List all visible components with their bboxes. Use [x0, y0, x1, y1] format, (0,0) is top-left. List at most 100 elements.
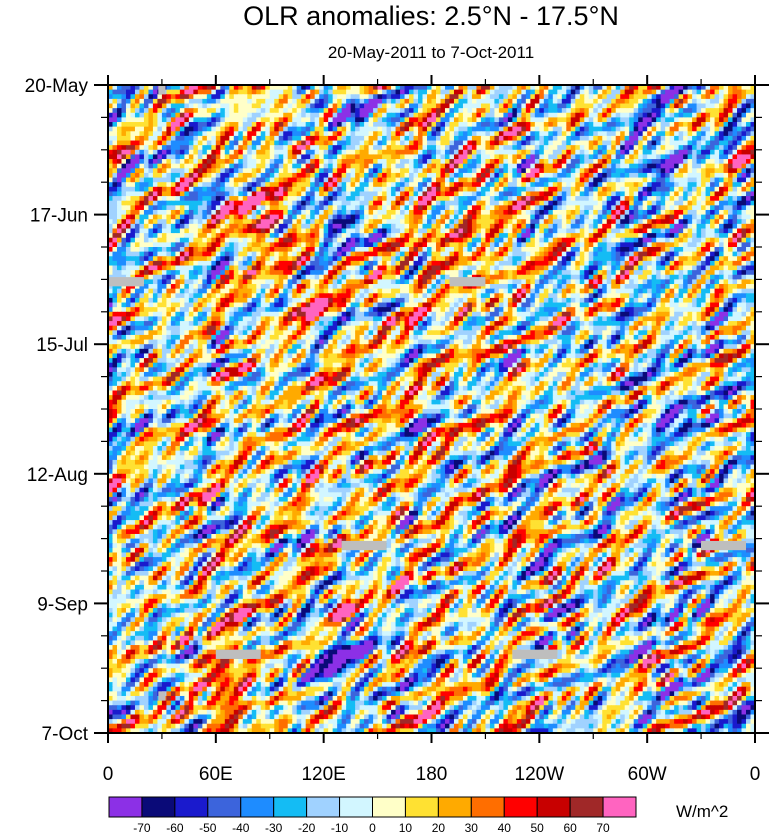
field-cell: [418, 90, 423, 95]
field-cell: [310, 94, 315, 99]
field-cell: [692, 90, 697, 95]
field-cell: [121, 94, 126, 99]
field-cell: [261, 108, 266, 113]
field-cell: [238, 90, 243, 95]
field-cell: [400, 108, 405, 113]
field-cell: [724, 94, 729, 99]
field-cell: [193, 117, 198, 122]
field-cell: [571, 122, 576, 127]
field-cell: [629, 104, 634, 109]
field-cell: [319, 113, 324, 118]
field-cell: [202, 122, 207, 127]
field-cell: [602, 117, 607, 122]
field-cell: [319, 90, 324, 95]
field-cell: [130, 99, 135, 104]
field-cell: [117, 94, 122, 99]
field-cell: [746, 94, 751, 99]
field-cell: [526, 104, 531, 109]
field-cell: [207, 94, 212, 99]
field-cell: [229, 108, 234, 113]
field-cell: [283, 94, 288, 99]
field-cell: [584, 122, 589, 127]
field-cell: [207, 104, 212, 109]
field-cell: [346, 99, 351, 104]
field-cell: [423, 122, 428, 127]
field-cell: [476, 104, 481, 109]
field-cell: [288, 108, 293, 113]
field-cell: [611, 113, 616, 118]
field-cell: [670, 94, 675, 99]
field-cell: [126, 94, 131, 99]
field-cell: [351, 99, 356, 104]
field-cell: [742, 94, 747, 99]
field-cell: [211, 122, 216, 127]
field-cell: [328, 113, 333, 118]
field-cell: [544, 94, 549, 99]
field-cell: [688, 108, 693, 113]
field-cell: [463, 117, 468, 122]
field-cell: [562, 127, 567, 132]
field-cell: [440, 94, 445, 99]
field-cell: [166, 113, 171, 118]
field-cell: [580, 94, 585, 99]
field-cell: [535, 90, 540, 95]
field-cell: [418, 113, 423, 118]
field-cell: [436, 113, 441, 118]
field-cell: [139, 127, 144, 132]
field-cell: [674, 90, 679, 95]
field-cell: [463, 108, 468, 113]
field-cell: [117, 127, 122, 132]
field-cell: [517, 113, 522, 118]
field-cell: [634, 99, 639, 104]
field-cell: [481, 99, 486, 104]
field-cell: [175, 113, 180, 118]
field-cell: [571, 117, 576, 122]
field-cell: [315, 90, 320, 95]
field-cell: [391, 117, 396, 122]
field-cell: [593, 127, 598, 132]
field-cell: [746, 90, 751, 95]
field-cell: [171, 104, 176, 109]
field-cell: [220, 104, 225, 109]
field-cell: [346, 94, 351, 99]
field-cell: [490, 104, 495, 109]
field-cell: [252, 113, 257, 118]
field-cell: [184, 117, 189, 122]
field-cell: [238, 104, 243, 109]
field-cell: [328, 117, 333, 122]
anomaly-field: [108, 85, 756, 734]
field-cell: [216, 113, 221, 118]
field-cell: [157, 99, 162, 104]
field-cell: [400, 99, 405, 104]
field-cell: [234, 127, 239, 132]
field-cell: [553, 113, 558, 118]
field-cell: [261, 127, 266, 132]
field-cell: [575, 94, 580, 99]
field-cell: [360, 108, 365, 113]
field-cell: [346, 122, 351, 127]
field-cell: [234, 94, 239, 99]
field-cell: [279, 104, 284, 109]
field-cell: [476, 117, 481, 122]
field-cell: [382, 113, 387, 118]
field-cell: [463, 104, 468, 109]
field-cell: [207, 90, 212, 95]
field-cell: [584, 117, 589, 122]
field-cell: [166, 90, 171, 95]
field-cell: [746, 99, 751, 104]
field-cell: [279, 90, 284, 95]
field-cell: [351, 113, 356, 118]
field-cell: [207, 117, 212, 122]
field-cell: [432, 99, 437, 104]
field-cell: [638, 117, 643, 122]
field-cell: [162, 108, 167, 113]
field-cell: [166, 122, 171, 127]
field-cell: [638, 99, 643, 104]
field-cell: [481, 108, 486, 113]
field-cell: [512, 94, 517, 99]
field-cell: [449, 104, 454, 109]
field-cell: [405, 113, 410, 118]
field-cell: [652, 104, 657, 109]
field-cell: [126, 122, 131, 127]
field-cell: [256, 117, 261, 122]
